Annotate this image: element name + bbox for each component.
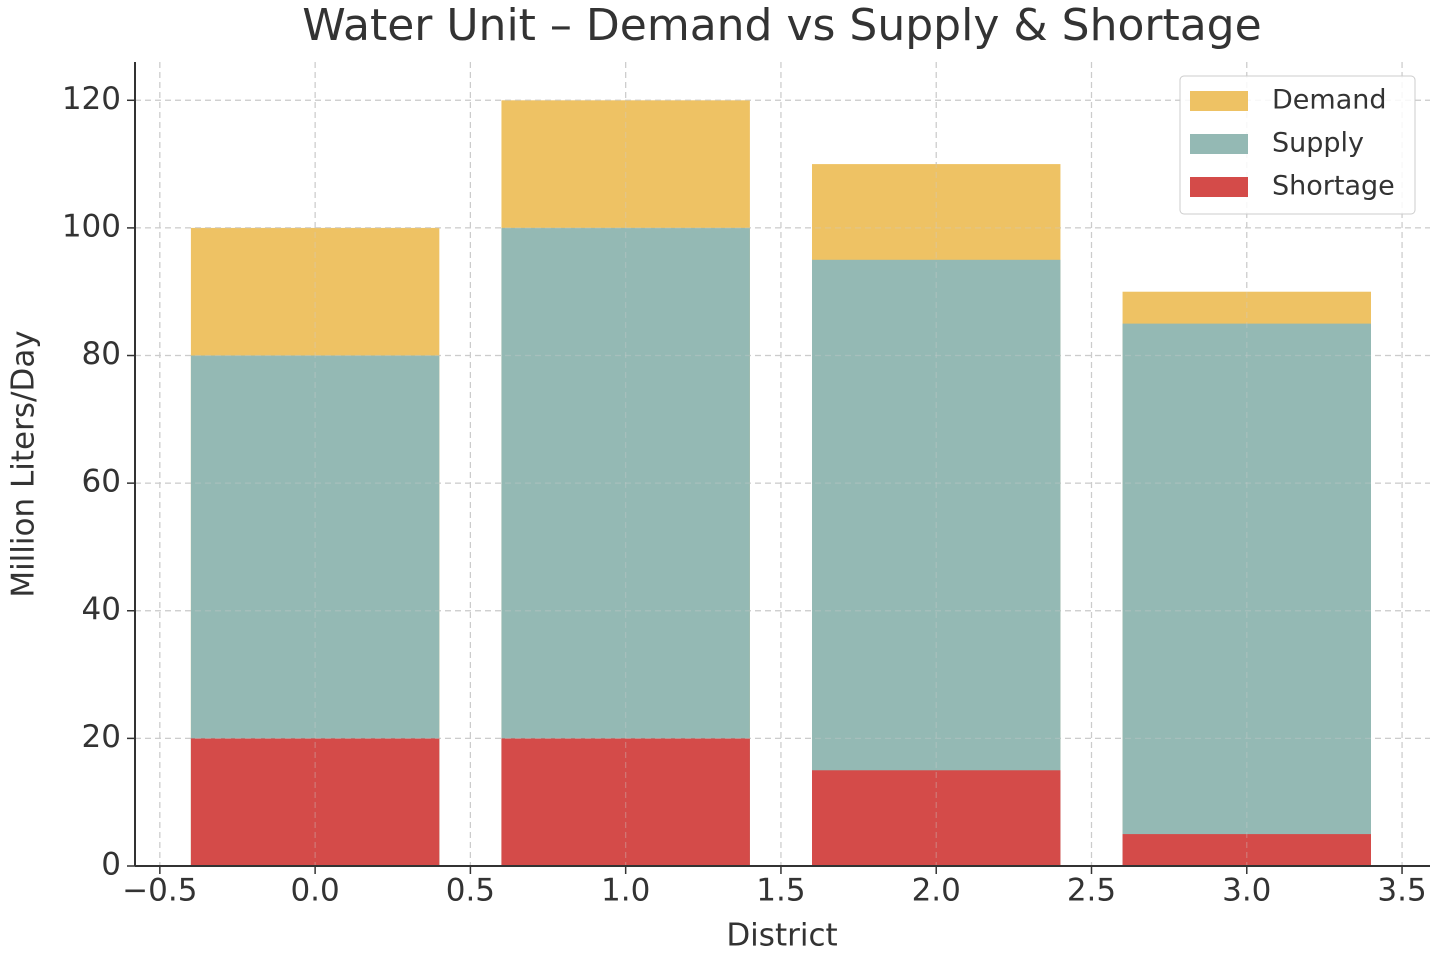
y-tick-label: 120 [62, 81, 121, 117]
x-tick-label: 1.0 [601, 873, 650, 909]
x-axis-label: District [726, 918, 837, 954]
plot-area [135, 62, 1430, 867]
x-tick-label: 3.0 [1222, 873, 1271, 909]
y-axis-label: Million Liters/Day [6, 330, 42, 597]
y-tick-label: 0 [101, 847, 121, 883]
legend-swatch [1190, 177, 1248, 197]
y-tick-label: 80 [82, 336, 121, 372]
x-tick-label: 0.0 [290, 873, 339, 909]
y-tick-label: 40 [82, 591, 121, 627]
x-tick-label: 1.5 [756, 873, 805, 909]
legend-swatch [1190, 91, 1248, 111]
bar [1122, 323, 1371, 867]
y-tick-label: 100 [62, 208, 121, 244]
y-tick-label: 60 [82, 464, 121, 500]
bar [812, 770, 1061, 866]
x-tick-label: 2.0 [912, 873, 961, 909]
x-tick-label: 2.5 [1067, 873, 1116, 909]
y-tick-label: 20 [82, 719, 121, 755]
chart-title: Water Unit – Demand vs Supply & Shortage [302, 0, 1261, 51]
legend-label: Demand [1272, 85, 1387, 116]
legend-label: Supply [1272, 128, 1364, 159]
bar [190, 738, 440, 866]
bar [1122, 834, 1371, 866]
x-tick-label: −0.5 [122, 873, 197, 909]
legend-label: Shortage [1272, 171, 1395, 202]
x-tick-label: 0.5 [446, 873, 495, 909]
legend-swatch [1190, 134, 1248, 154]
x-tick-label: 3.5 [1377, 873, 1426, 909]
bar [812, 259, 1061, 866]
bar [501, 738, 750, 866]
